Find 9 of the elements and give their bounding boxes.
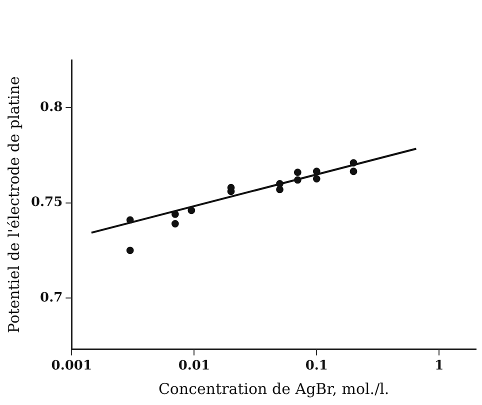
y-tick-label: 0.8 xyxy=(40,100,63,115)
x-tick-label: 1 xyxy=(434,358,444,374)
x-tick-label: 0.001 xyxy=(51,358,92,374)
x-tick-label: 0.01 xyxy=(178,358,210,374)
y-axis-title: Potentiel de l'électrode de platine xyxy=(4,76,23,334)
y-tick-label: 0.7 xyxy=(40,290,63,306)
x-axis-title: Concentration de AgBr, mol./l. xyxy=(158,380,390,398)
y-tick-label: 0.75 xyxy=(30,195,63,210)
x-tick-label: 0.1 xyxy=(305,358,328,374)
